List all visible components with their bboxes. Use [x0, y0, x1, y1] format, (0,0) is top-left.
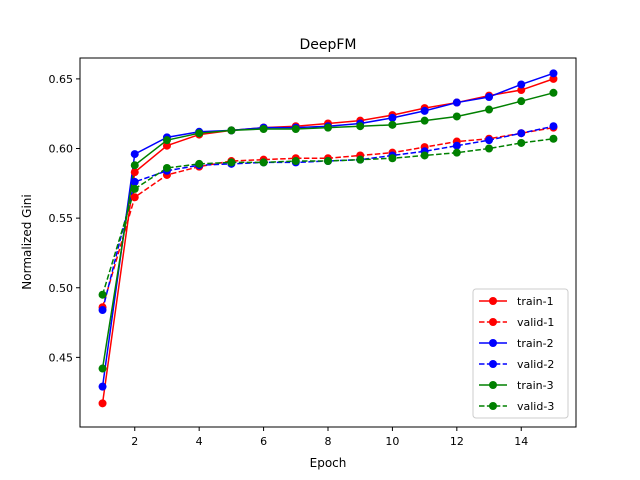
data-point-train-2: [549, 69, 558, 78]
data-point-valid-3: [452, 148, 461, 157]
legend-label: train-3: [517, 379, 554, 392]
chart-title: DeepFM: [299, 37, 356, 53]
legend-label: valid-2: [517, 358, 554, 371]
legend-marker: [489, 360, 497, 368]
data-point-train-3: [227, 126, 236, 135]
data-point-valid-1: [130, 193, 139, 202]
legend-entry-train-3: train-3: [479, 379, 554, 392]
data-point-train-2: [517, 80, 526, 89]
data-point-valid-3: [549, 134, 558, 143]
data-point-valid-3: [324, 157, 332, 166]
data-point-valid-3: [259, 158, 268, 167]
data-point-valid-2: [549, 122, 558, 131]
data-point-valid-2: [130, 177, 139, 186]
legend-marker: [489, 297, 497, 305]
x-tick-label: 8: [325, 435, 332, 448]
legend-box: [472, 288, 569, 419]
legend-label: valid-1: [517, 316, 554, 329]
data-point-train-1: [98, 399, 107, 408]
x-tick-label: 12: [450, 435, 464, 448]
legend-marker: [489, 381, 497, 389]
data-point-train-2: [452, 98, 461, 107]
data-point-valid-2: [98, 306, 107, 315]
legend-label: valid-3: [517, 400, 554, 413]
data-point-valid-2: [485, 136, 494, 145]
data-point-train-3: [195, 129, 204, 138]
data-point-valid-3: [130, 184, 139, 193]
y-axis-label: Normalized Gini: [20, 194, 34, 289]
data-point-train-3: [356, 122, 365, 131]
data-point-valid-3: [162, 164, 171, 173]
x-tick-label: 2: [131, 435, 138, 448]
data-point-train-3: [130, 161, 139, 170]
data-point-valid-2: [517, 129, 526, 138]
legend-entry-valid-1: valid-1: [479, 316, 554, 329]
legend-marker: [489, 339, 497, 347]
x-axis-ticks: 2 4 6 8 10 12 14: [131, 427, 528, 448]
data-point-valid-3: [227, 158, 236, 167]
data-point-train-3: [420, 116, 429, 125]
y-tick-label: 0.45: [49, 351, 74, 364]
data-point-train-1: [130, 168, 139, 177]
data-point-train-3: [452, 112, 461, 121]
legend-label: train-2: [517, 337, 554, 350]
y-tick-label: 0.55: [49, 212, 74, 225]
data-point-train-3: [98, 364, 107, 373]
legend-marker: [489, 318, 497, 326]
x-tick-label: 14: [514, 435, 528, 448]
legend-entry-valid-3: valid-3: [479, 400, 554, 413]
data-point-valid-2: [452, 141, 461, 150]
data-point-valid-3: [485, 144, 494, 153]
data-point-train-3: [291, 125, 300, 134]
series-markers: [98, 69, 558, 408]
data-point-train-2: [485, 92, 494, 101]
data-point-train-2: [388, 113, 397, 122]
data-point-valid-3: [291, 157, 300, 166]
data-point-train-1: [517, 86, 526, 95]
y-tick-label: 0.60: [49, 143, 74, 156]
legend-entry-train-2: train-2: [479, 337, 554, 350]
data-point-train-3: [485, 105, 494, 114]
data-point-train-2: [98, 382, 107, 391]
y-tick-label: 0.65: [49, 73, 74, 86]
data-point-valid-3: [195, 159, 204, 168]
x-tick-label: 4: [196, 435, 203, 448]
data-point-train-3: [259, 125, 268, 134]
data-point-valid-3: [420, 151, 429, 160]
y-tick-label: 0.50: [49, 282, 74, 295]
data-point-valid-3: [388, 154, 397, 163]
data-point-valid-3: [517, 138, 526, 147]
data-point-train-3: [549, 88, 558, 97]
data-point-train-2: [420, 106, 429, 115]
legend-entry-train-1: train-1: [479, 295, 554, 308]
x-tick-label: 10: [385, 435, 399, 448]
data-point-train-3: [162, 136, 171, 145]
legend-entry-valid-2: valid-2: [479, 358, 554, 371]
legend-label: train-1: [517, 295, 554, 308]
data-point-train-2: [130, 150, 139, 159]
legend: train-1 valid-1 train-2 valid-2 train-3 valid…: [472, 288, 569, 419]
data-point-train-3: [324, 123, 332, 132]
x-tick-label: 6: [260, 435, 267, 448]
legend-marker: [489, 402, 497, 410]
data-point-train-3: [517, 97, 526, 106]
data-point-train-1: [549, 74, 558, 83]
x-axis-label: Epoch: [310, 456, 347, 470]
data-point-train-1: [162, 141, 171, 150]
data-point-valid-3: [356, 155, 365, 164]
data-point-valid-3: [98, 290, 107, 299]
y-axis-ticks: 0.45 0.50 0.55 0.60 0.65: [49, 73, 80, 364]
data-point-train-3: [388, 120, 397, 129]
